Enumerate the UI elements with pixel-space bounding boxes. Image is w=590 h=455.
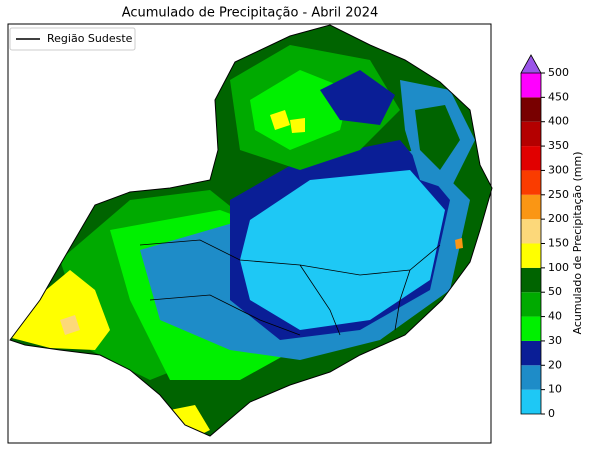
colorbar-label: Acumulado de Precipitação (mm) <box>571 151 584 334</box>
colorbar-cell <box>521 121 541 147</box>
colorbar: 0 10 20 30 40 50 100 150 200 250 300 350 400 450 500 <box>520 54 569 420</box>
colorbar-tick-label: 450 <box>548 90 569 103</box>
colorbar-tick-label: 500 <box>548 66 569 79</box>
colorbar-cell <box>521 194 541 220</box>
colorbar-tick-label: 0 <box>548 407 555 420</box>
colorbar-tick-label: 30 <box>548 334 562 347</box>
colorbar-extend <box>520 54 542 74</box>
colorbar-cell <box>521 365 541 390</box>
precip-zone <box>270 110 290 130</box>
precip-zone <box>240 170 445 330</box>
map-title: Acumulado de Precipitação - Abril 2024 <box>122 6 379 21</box>
colorbar-cell <box>521 73 541 98</box>
colorbar-cell <box>521 146 541 171</box>
legend-box <box>9 27 136 51</box>
colorbar-tick-label: 40 <box>548 310 562 323</box>
colorbar-tick-label: 200 <box>548 212 569 225</box>
colorbar-tick-label: 20 <box>548 358 562 371</box>
colorbar-tick-label: 300 <box>548 163 569 176</box>
precip-zone <box>415 105 460 170</box>
colorbar-cell <box>521 243 541 268</box>
colorbar-tick-label: 400 <box>548 115 569 128</box>
colorbar-cell <box>521 389 541 414</box>
precip-zone <box>60 315 80 335</box>
precip-zone <box>12 270 110 350</box>
colorbar-cell <box>521 340 541 366</box>
colorbar-tick-label: 250 <box>548 188 569 201</box>
colorbar-tick-label: 50 <box>548 285 562 298</box>
colorbar-cell <box>521 170 541 195</box>
colorbar-tick-label: 100 <box>548 261 569 274</box>
colorbar-cell <box>521 292 541 317</box>
colorbar-cell <box>521 267 541 293</box>
precip-zone <box>455 238 463 249</box>
colorbar-outline <box>520 73 542 415</box>
colorbar-cell <box>521 97 541 122</box>
colorbar-cell <box>521 316 541 341</box>
colorbar-tick-label: 10 <box>548 383 562 396</box>
legend: Região Sudeste <box>9 27 136 51</box>
colorbar-cell <box>521 219 541 244</box>
state-borders <box>139 239 441 336</box>
colorbar-tick-label: 150 <box>548 237 569 250</box>
legend-label: Região Sudeste <box>47 32 133 45</box>
precip-zone <box>290 118 305 133</box>
precip-zone <box>320 70 395 125</box>
colorbar-tick-label: 350 <box>548 139 569 152</box>
